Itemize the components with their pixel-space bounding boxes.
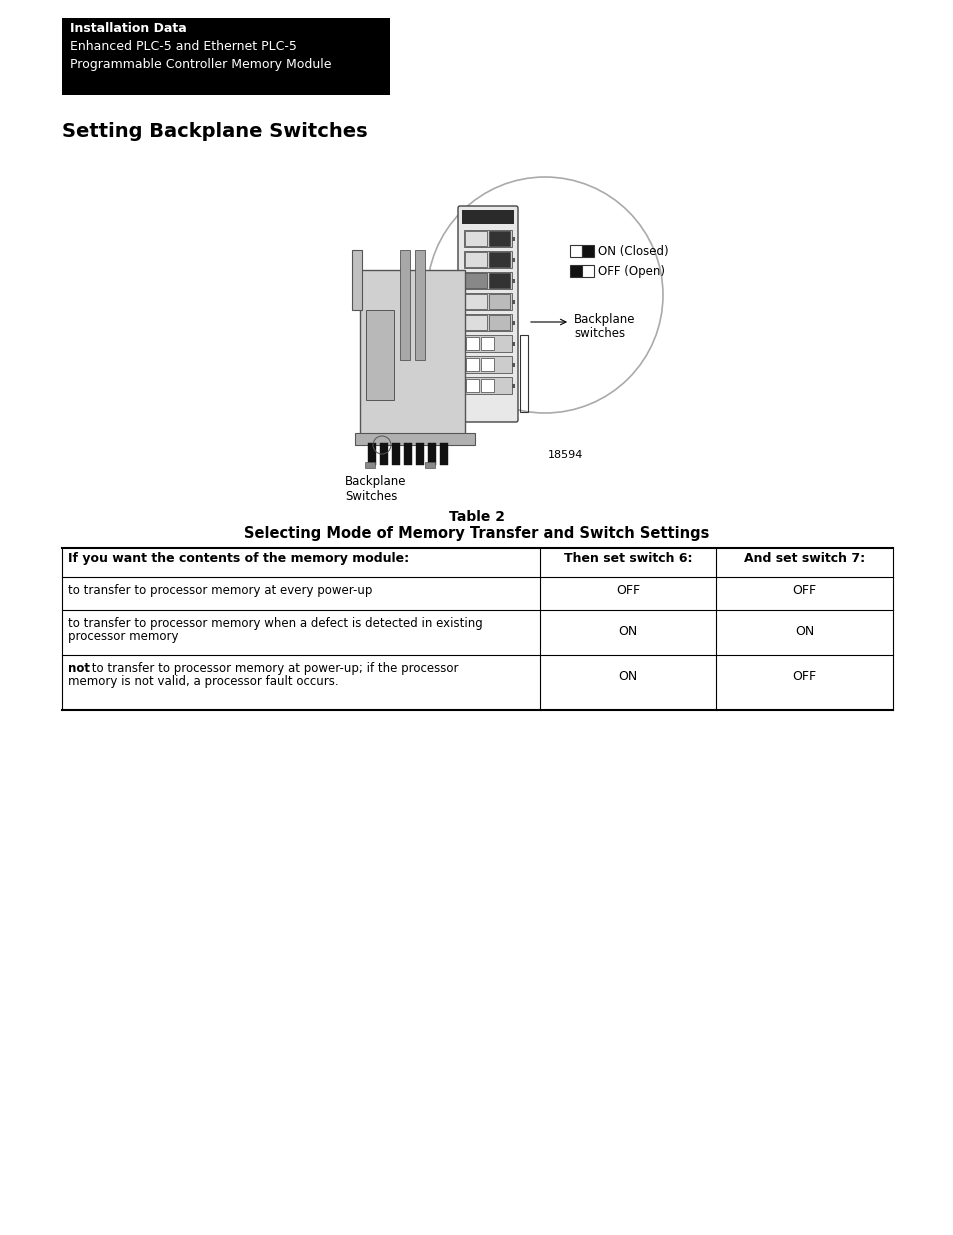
Bar — [461, 210, 514, 224]
Bar — [365, 462, 375, 468]
Bar — [403, 443, 412, 466]
Bar — [428, 443, 436, 466]
Text: ON: ON — [794, 625, 814, 638]
Bar — [581, 266, 594, 277]
Bar — [480, 337, 494, 350]
Text: Backplane: Backplane — [574, 312, 635, 326]
Bar — [480, 379, 494, 391]
Bar — [439, 443, 448, 466]
Text: Backplane: Backplane — [345, 475, 406, 488]
Bar — [62, 19, 390, 95]
Bar — [464, 231, 486, 246]
Bar — [379, 443, 388, 466]
Bar — [489, 252, 510, 267]
Text: to transfer to processor memory at power-up; if the processor: to transfer to processor memory at power… — [88, 662, 458, 676]
Text: ON: ON — [618, 671, 637, 683]
Text: not: not — [68, 662, 90, 676]
Bar — [399, 249, 410, 359]
Bar — [489, 273, 510, 288]
Bar — [463, 314, 512, 331]
Text: Switches: Switches — [345, 490, 397, 503]
Bar — [368, 443, 375, 466]
Bar — [569, 245, 581, 257]
Bar — [489, 231, 510, 246]
Bar — [359, 270, 464, 440]
Text: ON: ON — [618, 625, 637, 638]
Text: to transfer to processor memory when a defect is detected in existing: to transfer to processor memory when a d… — [68, 618, 482, 630]
Bar — [392, 443, 399, 466]
Bar — [465, 358, 478, 370]
Bar — [464, 273, 486, 288]
Bar — [463, 272, 512, 289]
Bar — [512, 384, 515, 388]
Text: Installation Data: Installation Data — [70, 22, 187, 35]
Bar — [489, 315, 510, 330]
Text: OFF: OFF — [616, 584, 639, 597]
Bar — [512, 342, 515, 346]
Text: processor memory: processor memory — [68, 630, 178, 643]
Bar — [512, 321, 515, 325]
Text: Programmable Controller Memory Module: Programmable Controller Memory Module — [70, 58, 331, 70]
Text: OFF: OFF — [792, 584, 816, 597]
Text: to transfer to processor memory at every power-up: to transfer to processor memory at every… — [68, 584, 372, 597]
Bar — [464, 315, 486, 330]
Bar — [463, 377, 512, 394]
Bar — [463, 251, 512, 268]
Text: OFF (Open): OFF (Open) — [598, 266, 664, 278]
Bar — [512, 363, 515, 367]
Bar — [512, 236, 515, 241]
Text: Selecting Mode of Memory Transfer and Switch Settings: Selecting Mode of Memory Transfer and Sw… — [244, 526, 709, 541]
Bar — [464, 252, 486, 267]
Text: ON (Closed): ON (Closed) — [598, 245, 668, 258]
Text: OFF: OFF — [792, 671, 816, 683]
Bar — [581, 245, 594, 257]
Text: If you want the contents of the memory module:: If you want the contents of the memory m… — [68, 552, 409, 564]
Text: Then set switch 6:: Then set switch 6: — [563, 552, 692, 564]
Bar — [569, 266, 581, 277]
Bar — [465, 379, 478, 391]
Bar — [463, 335, 512, 352]
Bar — [416, 443, 423, 466]
Bar — [465, 337, 478, 350]
Text: Table 2: Table 2 — [449, 510, 504, 524]
Text: Enhanced PLC-5 and Ethernet PLC-5: Enhanced PLC-5 and Ethernet PLC-5 — [70, 40, 296, 53]
Bar — [464, 294, 486, 309]
Text: switches: switches — [574, 327, 624, 340]
Bar — [463, 356, 512, 373]
Text: Setting Backplane Switches: Setting Backplane Switches — [62, 122, 367, 141]
Bar — [366, 310, 394, 400]
Bar — [355, 433, 475, 445]
Bar — [463, 230, 512, 247]
Bar — [480, 358, 494, 370]
Bar — [512, 279, 515, 283]
Bar — [352, 249, 361, 310]
FancyBboxPatch shape — [457, 206, 517, 422]
Bar — [463, 293, 512, 310]
Text: 18594: 18594 — [547, 450, 583, 459]
Bar — [512, 258, 515, 262]
Bar — [424, 462, 435, 468]
Bar — [512, 300, 515, 304]
Text: memory is not valid, a processor fault occurs.: memory is not valid, a processor fault o… — [68, 676, 338, 688]
Bar — [489, 294, 510, 309]
Text: And set switch 7:: And set switch 7: — [743, 552, 864, 564]
Bar — [519, 335, 527, 412]
Bar — [415, 249, 424, 359]
